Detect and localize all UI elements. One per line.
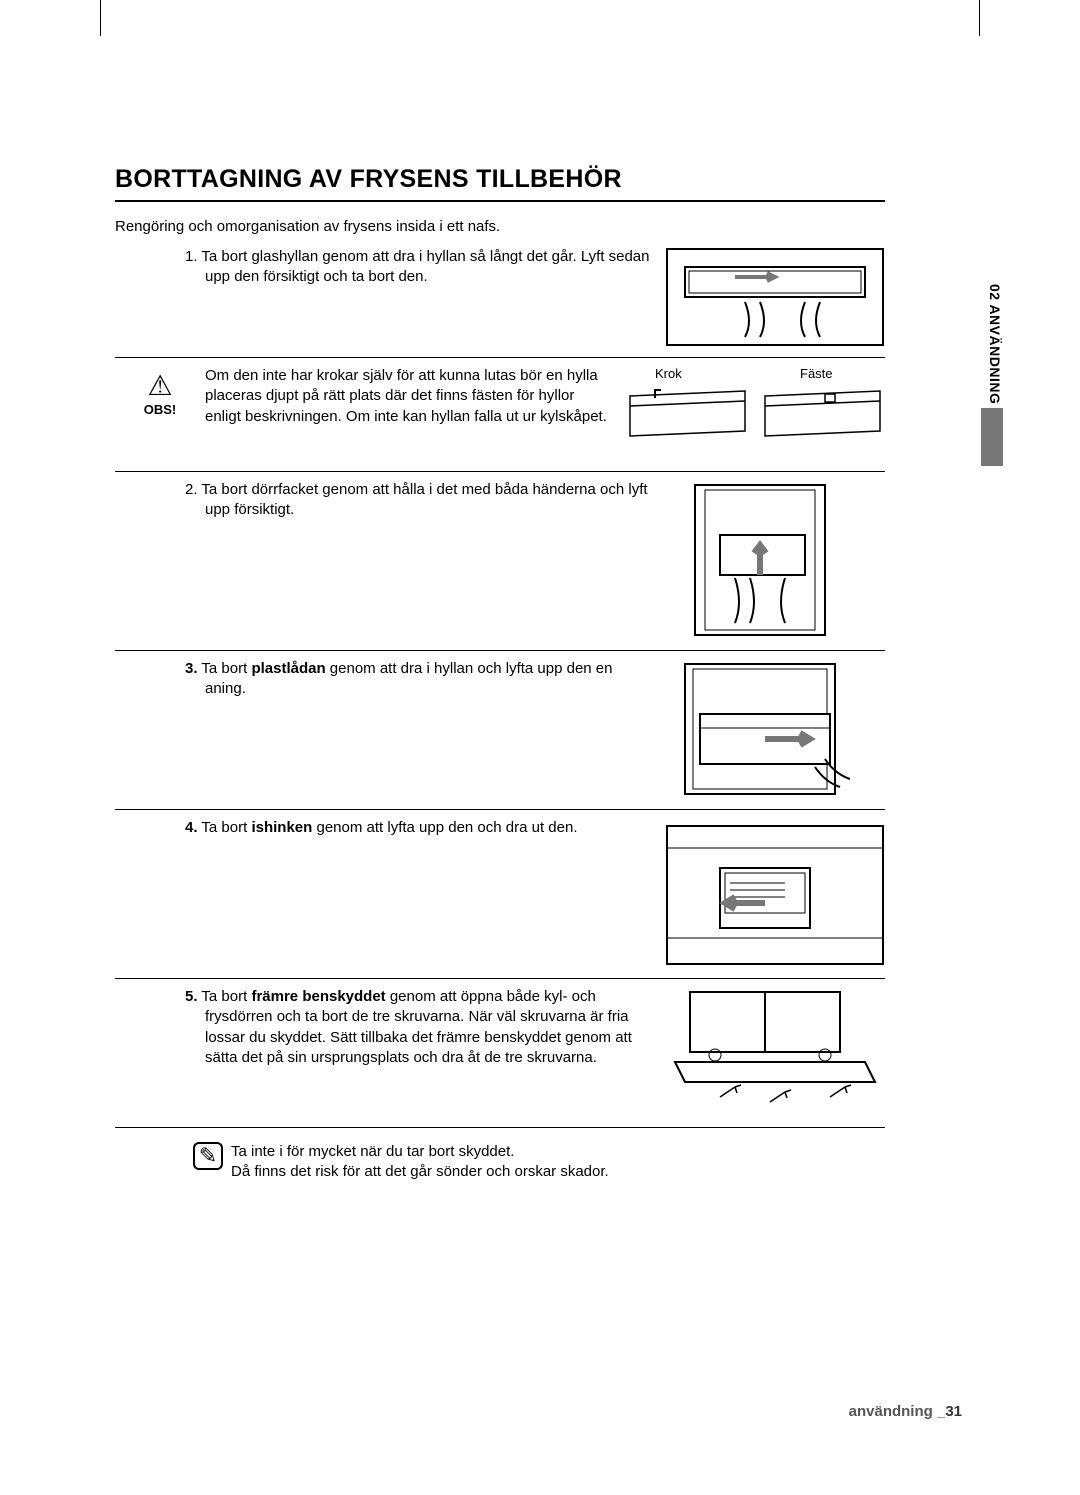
step-3-bold: plastlådan	[251, 660, 325, 677]
page-title: BORTTAGNING AV FRYSENS TILLBEHÖR	[115, 165, 885, 202]
obs-block: ⚠ OBS! Om den inte har krokar själv för …	[115, 358, 885, 471]
note-block: ✎ Ta inte i för mycket när du tar bort s…	[115, 1128, 885, 1183]
note-line-1: Ta inte i för mycket när du tar bort sky…	[231, 1142, 609, 1162]
step-2-text: Ta bort dörrfacket genom att hålla i det…	[201, 481, 647, 518]
step-4-post: genom att lyfta upp den och dra ut den.	[312, 819, 577, 836]
step-3-pre: Ta bort	[201, 660, 251, 677]
obs-faste-label: Fäste	[800, 366, 833, 381]
step-5-num: 5.	[185, 988, 198, 1005]
step-2: 2. Ta bort dörrfacket genom att hålla i …	[115, 472, 885, 650]
intro-text: Rengöring och omorganisation av frysens …	[115, 218, 885, 235]
step-4-pre: Ta bort	[201, 819, 251, 836]
side-tab-label: 02 ANVÄNDNING	[987, 284, 1003, 404]
footer-page: 31	[945, 1403, 962, 1420]
step-1-illustration	[665, 247, 885, 347]
step-3: 3. Ta bort plastlådan genom att dra i hy…	[115, 651, 885, 809]
obs-label: OBS!	[144, 402, 177, 417]
step-5: 5. Ta bort främre benskyddet genom att ö…	[115, 979, 885, 1127]
step-1-num: 1.	[185, 248, 198, 265]
side-tab-bar	[981, 408, 1003, 466]
obs-illustration: Krok Fäste	[625, 366, 885, 461]
step-4-num: 4.	[185, 819, 198, 836]
step-5-bold: främre benskyddet	[251, 988, 385, 1005]
step-1: 1. Ta bort glashyllan genom att dra i hy…	[115, 239, 885, 357]
page-content: BORTTAGNING AV FRYSENS TILLBEHÖR Rengöri…	[115, 165, 885, 1183]
page-footer: användning _31	[849, 1403, 962, 1420]
step-3-num: 3.	[185, 660, 198, 677]
note-line-2: Då finns det risk för att det går sönder…	[231, 1162, 609, 1182]
warning-icon: ⚠	[147, 372, 172, 400]
obs-text: Om den inte har krokar själv för att kun…	[205, 366, 625, 427]
note-icon: ✎	[193, 1142, 223, 1170]
step-3-illustration	[665, 659, 885, 799]
step-5-pre: Ta bort	[201, 988, 251, 1005]
step-5-illustration	[665, 987, 885, 1117]
step-4-illustration	[665, 818, 885, 968]
footer-section: användning _	[849, 1403, 946, 1420]
step-1-text: Ta bort glashyllan genom att dra i hylla…	[201, 248, 649, 285]
step-4: 4. Ta bort ishinken genom att lyfta upp …	[115, 810, 885, 978]
step-4-bold: ishinken	[251, 819, 312, 836]
side-tab: 02 ANVÄNDNING	[981, 260, 1005, 460]
step-2-illustration	[665, 480, 885, 640]
obs-krok-label: Krok	[655, 366, 682, 381]
step-2-num: 2.	[185, 481, 198, 498]
